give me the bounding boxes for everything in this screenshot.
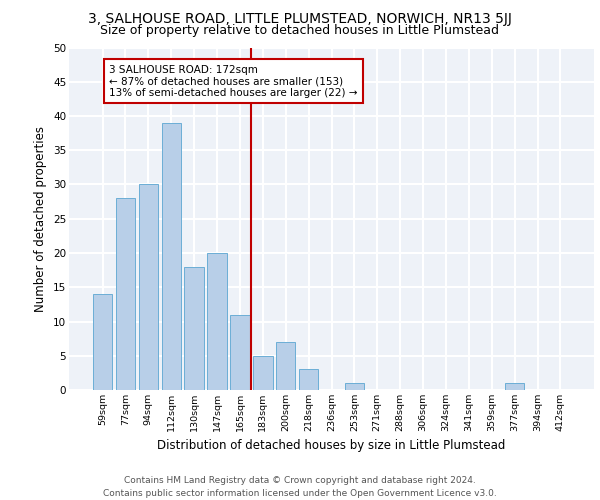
- Text: Contains HM Land Registry data © Crown copyright and database right 2024.
Contai: Contains HM Land Registry data © Crown c…: [103, 476, 497, 498]
- Y-axis label: Number of detached properties: Number of detached properties: [34, 126, 47, 312]
- Bar: [184, 266, 204, 390]
- Bar: [299, 370, 319, 390]
- X-axis label: Distribution of detached houses by size in Little Plumstead: Distribution of detached houses by size …: [157, 440, 506, 452]
- Bar: [344, 383, 364, 390]
- Bar: [93, 294, 112, 390]
- Bar: [505, 383, 524, 390]
- Bar: [161, 123, 181, 390]
- Bar: [276, 342, 295, 390]
- Text: 3 SALHOUSE ROAD: 172sqm
← 87% of detached houses are smaller (153)
13% of semi-d: 3 SALHOUSE ROAD: 172sqm ← 87% of detache…: [109, 64, 358, 98]
- Bar: [208, 253, 227, 390]
- Bar: [116, 198, 135, 390]
- Bar: [230, 314, 250, 390]
- Bar: [139, 184, 158, 390]
- Text: 3, SALHOUSE ROAD, LITTLE PLUMSTEAD, NORWICH, NR13 5JJ: 3, SALHOUSE ROAD, LITTLE PLUMSTEAD, NORW…: [88, 12, 512, 26]
- Bar: [253, 356, 272, 390]
- Text: Size of property relative to detached houses in Little Plumstead: Size of property relative to detached ho…: [101, 24, 499, 37]
